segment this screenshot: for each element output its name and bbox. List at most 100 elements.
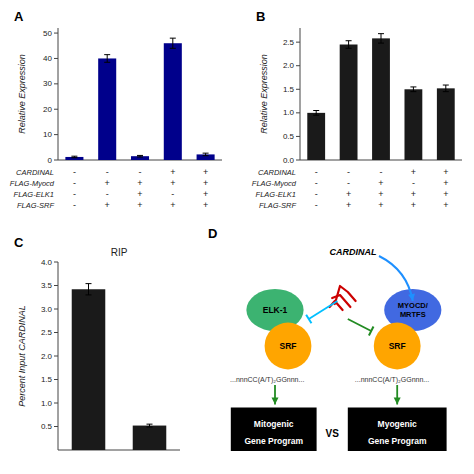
bar: [404, 89, 422, 160]
error-bar: [313, 111, 319, 116]
y-tick-label: 0.5: [283, 132, 295, 141]
bar: [340, 45, 358, 161]
row-value: +: [378, 200, 383, 210]
sequence: ...nnnCC(A/T)₂GGnnn...: [355, 376, 429, 384]
error-bar: [147, 424, 153, 427]
title: RIP: [111, 247, 128, 258]
row-value: +: [170, 178, 175, 188]
row-value: +: [411, 167, 416, 177]
y-tick-label: 2.0: [41, 352, 53, 361]
y-tick-label: 2.5: [41, 328, 53, 337]
arrow: [348, 319, 371, 331]
error-bar: [410, 87, 416, 92]
row-value: -: [315, 189, 318, 199]
error-bar: [378, 34, 384, 43]
panel-label: C: [14, 235, 24, 250]
bar: [372, 38, 390, 160]
inhibit-bar: [306, 315, 311, 323]
y-tick-label: 0: [48, 156, 53, 165]
y-tick: [54, 33, 58, 34]
row-value: +: [203, 200, 208, 210]
error-bar: [137, 155, 143, 157]
row-value: -: [106, 189, 109, 199]
panel: 0.00.51.01.52.02.5Relative ExpressionCAR…: [252, 9, 462, 211]
row-label: FLAG-Myocd: [252, 179, 297, 188]
marks: [307, 34, 454, 160]
row-value: -: [73, 178, 76, 188]
row-label: FLAG-ELK1: [14, 190, 54, 199]
y-tick-label: 1.5: [283, 85, 295, 94]
diagram: DCARDINALVSELK-1SRFMYOCD/MRTFSSRF...nnnC…: [208, 226, 447, 452]
row-value: +: [137, 178, 142, 188]
bar: [98, 58, 116, 160]
y-tick-label: 3.5: [41, 281, 53, 290]
y-tick: [54, 309, 58, 310]
bar: [72, 289, 106, 450]
y-tick: [54, 109, 58, 110]
row-value: +: [203, 178, 208, 188]
arrow-head: [394, 398, 401, 405]
panel: 0.51.01.52.02.53.03.54.0Percent Input CA…: [14, 235, 180, 451]
node-label: MYOCD/: [398, 301, 429, 310]
box-label: Gene Program: [368, 436, 427, 446]
row-label: FLAG-SRF: [259, 201, 297, 210]
y-tick-label: 1.5: [41, 375, 53, 384]
y-tick: [54, 356, 58, 357]
row-value: -: [73, 189, 76, 199]
program-box: [348, 408, 447, 452]
row-value: +: [203, 189, 208, 199]
bar: [131, 156, 149, 160]
y-tick: [296, 89, 300, 90]
bar: [437, 88, 455, 160]
y-axis-label: Percent Input CARDINAL: [17, 305, 27, 407]
row-value: +: [105, 200, 110, 210]
row-value: +: [411, 189, 416, 199]
node: [265, 323, 312, 370]
error-bar: [104, 55, 110, 63]
row-label: FLAG-ELK1: [256, 190, 296, 199]
row-value: +: [378, 189, 383, 199]
y-axis-label: Relative Expression: [17, 54, 27, 134]
arrow-head: [272, 398, 279, 405]
y-tick: [54, 426, 58, 427]
annotation: CARDINAL: [330, 247, 377, 257]
y-tick-label: 2.0: [283, 61, 295, 70]
y-tick: [296, 136, 300, 137]
row-value: -: [315, 167, 318, 177]
row-label: CARDINAL: [258, 168, 296, 177]
row-value: -: [73, 167, 76, 177]
y-tick-label: 40: [43, 54, 52, 63]
annotation: VS: [326, 428, 340, 439]
node-label: MRTFS: [400, 310, 426, 319]
arrow-head: [408, 293, 415, 301]
program-box: [231, 408, 317, 452]
row-value: -: [139, 167, 142, 177]
box-label: Gene Program: [244, 436, 303, 446]
y-axis-label: Relative Expression: [259, 54, 269, 134]
y-tick-label: 20: [43, 105, 52, 114]
row-value: +: [443, 167, 448, 177]
y-tick: [54, 134, 58, 135]
row-label: CARDINAL: [16, 168, 54, 177]
y-tick: [296, 160, 300, 161]
row-value: -: [315, 178, 318, 188]
y-tick: [54, 160, 58, 161]
row-value: -: [171, 189, 174, 199]
y-tick-label: 50: [43, 29, 52, 38]
inhibit-bar: [369, 327, 374, 336]
row-value: -: [412, 178, 415, 188]
row-value: +: [443, 200, 448, 210]
row-value: +: [137, 189, 142, 199]
row-value: +: [443, 189, 448, 199]
y-tick-label: 0.0: [283, 156, 295, 165]
panel-label: A: [14, 9, 24, 24]
y-tick: [54, 379, 58, 380]
y-tick: [296, 112, 300, 113]
figure: 01020304050Relative ExpressionCARDINAL--…: [0, 0, 474, 474]
bar: [65, 157, 83, 160]
y-tick-label: 0.5: [41, 422, 53, 431]
row-value: +: [170, 167, 175, 177]
row-value: +: [105, 178, 110, 188]
row-value: +: [346, 200, 351, 210]
row-value: +: [378, 178, 383, 188]
